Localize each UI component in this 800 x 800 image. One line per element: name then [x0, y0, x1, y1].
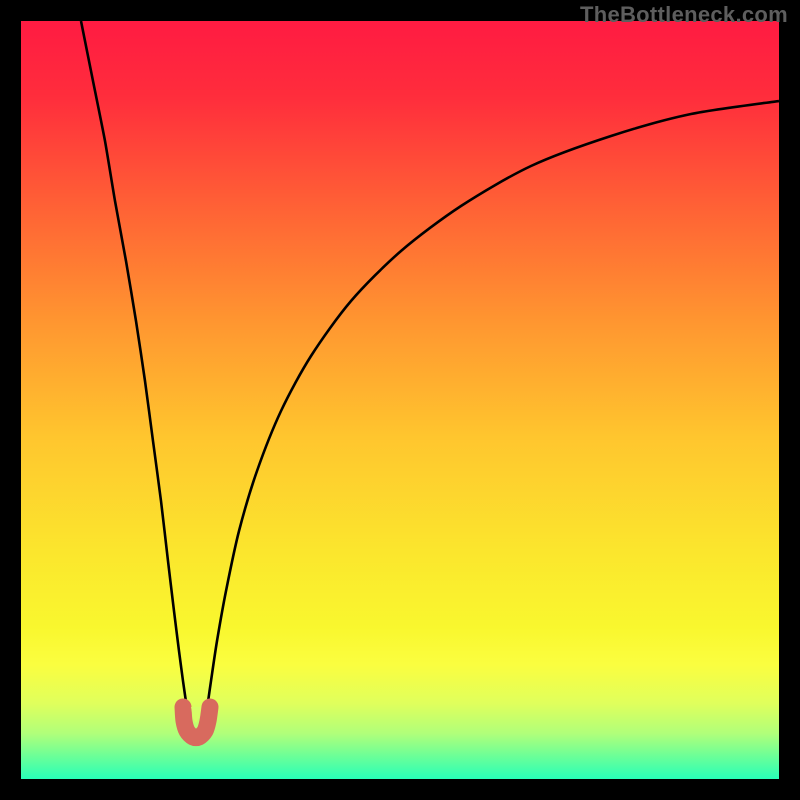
plot-svg: [21, 21, 779, 779]
chart-container: TheBottleneck.com: [0, 0, 800, 800]
gradient-background: [21, 21, 779, 779]
watermark-text: TheBottleneck.com: [580, 2, 788, 28]
plot-area: [21, 21, 779, 779]
plot-frame: [21, 21, 779, 779]
